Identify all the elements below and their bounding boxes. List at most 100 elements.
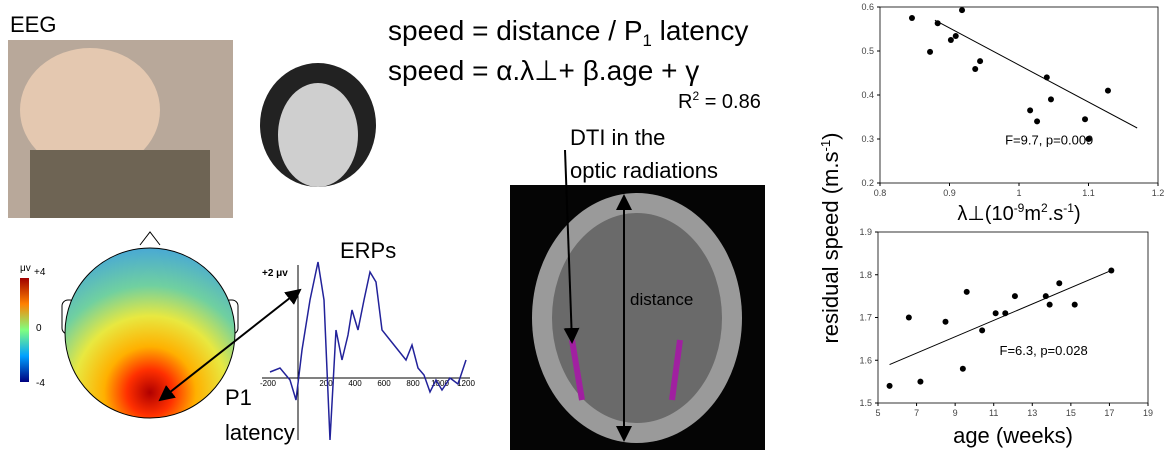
scatter-point (972, 66, 978, 72)
r-squared: R2 = 0.86 (678, 89, 761, 113)
scatter-point (953, 33, 959, 39)
y-tick-label: 1.9 (859, 227, 872, 237)
scatter-point (909, 15, 915, 21)
dti-label-1: DTI in the (570, 125, 665, 150)
eq1-sub: 1 (643, 31, 652, 50)
y-tick-label: 0.5 (861, 46, 874, 56)
r2-value: = 0.86 (699, 91, 761, 113)
eeg-photo-body (30, 150, 210, 218)
x-tick-label: 7 (914, 408, 919, 418)
colorbar (20, 278, 29, 382)
erp-x-tick: 600 (377, 379, 391, 388)
x-axis-label: age (weeks) (953, 423, 1073, 448)
scatter-point (960, 366, 966, 372)
scatter-point (1048, 96, 1054, 102)
dti-label-2: optic radiations (570, 158, 718, 183)
annotation: F=9.7, p=0.009 (1005, 132, 1093, 147)
colorbar-max: +4 (34, 267, 46, 278)
r2-r: R (678, 91, 692, 113)
plot-frame (880, 7, 1158, 183)
shared-y-label: residual speed (m.s-1) (818, 132, 843, 343)
topomap (65, 248, 235, 418)
scatter-point (1056, 280, 1062, 286)
x-tick-label: 5 (875, 408, 880, 418)
scatter-point (1034, 118, 1040, 124)
colorbar-min: -4 (36, 378, 45, 389)
erp-x-tick: 200 (319, 379, 333, 388)
scatter-point (1082, 116, 1088, 122)
scatter-point (964, 289, 970, 295)
scatter-point (977, 58, 983, 64)
scatter-point (948, 37, 954, 43)
scatter-point (1012, 293, 1018, 299)
y-tick-label: 1.7 (859, 313, 872, 323)
distance-label: distance (630, 290, 693, 309)
figure: EEG speed = distance / P1 latency speed … (0, 0, 1165, 450)
scatter-point (1105, 88, 1111, 94)
erp-x-tick: -200 (260, 379, 277, 388)
x-tick-label: 9 (953, 408, 958, 418)
latency-label: latency (225, 420, 295, 445)
scatter-point (1002, 310, 1008, 316)
x-tick-label: 17 (1104, 408, 1114, 418)
y-label-sup: -1 (818, 140, 833, 152)
scatter-point (1027, 107, 1033, 113)
erp-x-tick: 400 (348, 379, 362, 388)
x-label-part: -1 (1063, 201, 1074, 215)
x-tick-label: 13 (1027, 408, 1037, 418)
trend-line (935, 20, 1137, 128)
eq1-main: speed = distance / P (388, 15, 643, 46)
eeg-label: EEG (10, 12, 56, 37)
x-label-part: m (1024, 203, 1041, 225)
mri-inner (552, 213, 722, 423)
scatter-point (906, 315, 912, 321)
equation-1: speed = distance / P1 latency (388, 15, 748, 50)
x-tick-label: 0.9 (943, 188, 956, 198)
plot-frame (878, 232, 1148, 403)
p1-label: P1 (225, 385, 252, 410)
erp-y-unit: +2 μv (262, 268, 288, 279)
x-label-part: age (weeks) (953, 423, 1073, 448)
x-tick-label: 19 (1143, 408, 1153, 418)
x-tick-label: 11 (989, 408, 998, 418)
page: EEG speed = distance / P1 latency speed … (0, 0, 1165, 450)
x-tick-label: 1 (1016, 188, 1021, 198)
scatter-point (917, 379, 923, 385)
y-tick-label: 0.6 (861, 2, 874, 12)
nose (140, 232, 160, 245)
y-label-main: residual speed (m.s (818, 152, 843, 344)
face-photo (278, 83, 358, 187)
colorbar-mid: 0 (36, 323, 42, 334)
scatter-point (927, 49, 933, 55)
scatter-point (1043, 293, 1049, 299)
x-label-part: ) (1074, 203, 1081, 225)
y-tick-label: 0.3 (861, 134, 874, 144)
y-tick-label: 1.5 (859, 398, 872, 408)
erp-x-tick: 800 (406, 379, 420, 388)
scatter-point (1047, 302, 1053, 308)
eq1-end: latency (652, 15, 749, 46)
y-tick-label: 1.6 (859, 355, 872, 365)
x-label-part: λ⊥(10 (957, 203, 1013, 225)
x-tick-label: 1.1 (1082, 188, 1095, 198)
scatter-point (959, 7, 965, 13)
scatter-point (887, 383, 893, 389)
erp-waveform (270, 262, 466, 440)
x-tick-label: 15 (1066, 408, 1076, 418)
scatter-point (979, 327, 985, 333)
colorbar-unit: μv (20, 263, 31, 274)
scatter-point (1044, 74, 1050, 80)
erps-label: ERPs (340, 238, 396, 263)
annotation: F=6.3, p=0.028 (1000, 343, 1088, 358)
scatter-point (1072, 302, 1078, 308)
y-tick-label: 0.2 (861, 178, 874, 188)
scatter-point (993, 310, 999, 316)
scatter-point (1108, 267, 1114, 273)
scatter-point (943, 319, 949, 325)
x-axis-label: λ⊥(10-9m2.s-1) (957, 201, 1080, 225)
x-tick-label: 0.8 (874, 188, 887, 198)
equation-2: speed = α.λ⊥+ β.age + γ (388, 55, 699, 86)
x-label-part: -9 (1014, 201, 1025, 215)
x-label-part: .s (1048, 203, 1064, 225)
y-label-end: ) (818, 132, 843, 139)
